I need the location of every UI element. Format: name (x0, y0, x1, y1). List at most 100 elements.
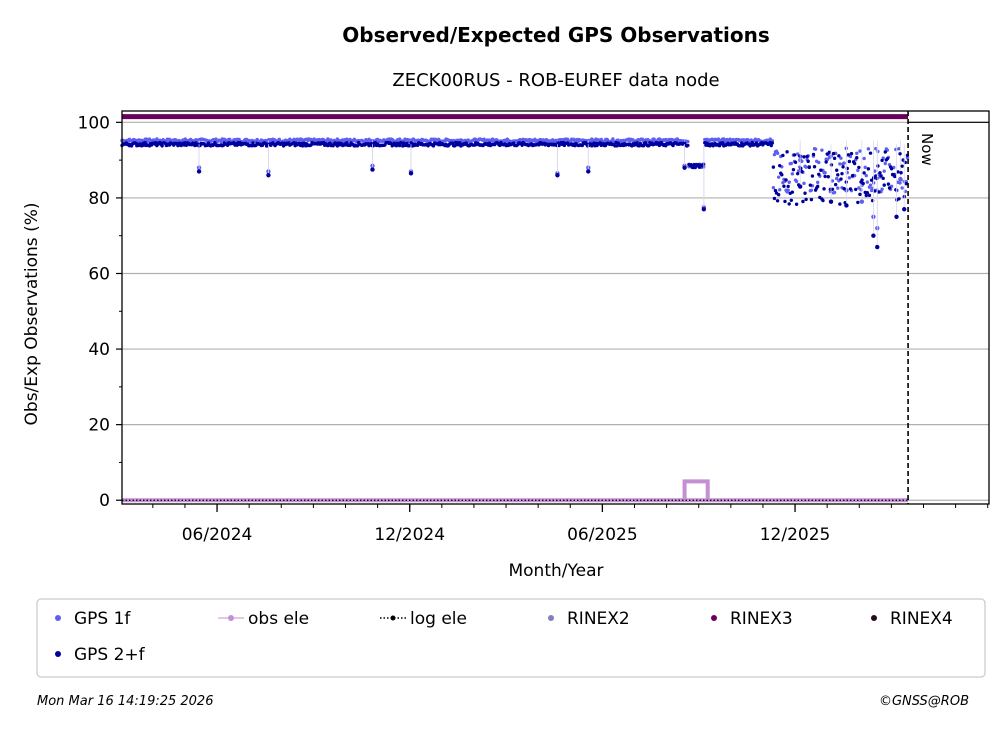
series-gps-2f-point (780, 173, 784, 177)
y-axis: 0 20 40 60 80 100 (78, 113, 122, 511)
series-gps-2f-point (805, 154, 809, 159)
series-gps-2f-point (852, 161, 857, 166)
series-gps-1f-point (787, 180, 791, 184)
series-gps-2f-point (861, 181, 865, 186)
series-gps-1f-point (900, 186, 904, 190)
y-tick-label: 40 (88, 340, 110, 360)
legend-marker (228, 615, 234, 621)
series-gps-2f-point (431, 144, 436, 148)
y-tick-label: 20 (88, 416, 110, 436)
series-gps-1f-point (842, 161, 846, 165)
series-gps-2f-point (794, 202, 799, 206)
series-gps-2f-point (877, 190, 881, 194)
x-axis-label: Month/Year (508, 561, 603, 581)
series-gps-1f-point (804, 165, 808, 169)
series-gps-1f-point (797, 169, 801, 173)
series-gps-1f-point (880, 187, 884, 191)
series-gps-2f-point (837, 154, 841, 158)
series-gps-2f-point (879, 174, 883, 178)
series-gps-2f-point (887, 186, 892, 190)
series-gps-1f-point (686, 139, 690, 144)
legend-marker (711, 615, 717, 621)
series-gps-1f-point (786, 188, 790, 192)
series-gps-1f-point (897, 147, 901, 151)
series-gps-2f-point (855, 156, 859, 160)
legend-marker (390, 615, 396, 621)
series-gps-2f-point (829, 163, 834, 167)
series-gps-2f-point (832, 156, 837, 161)
series-gps-2f-point (795, 171, 800, 176)
gridlines (122, 121, 989, 501)
series-gps-1f-point (778, 188, 782, 192)
x-tick-label: 06/2025 (567, 525, 638, 545)
legend-marker (55, 651, 61, 657)
series-gps-2f-point (826, 175, 830, 179)
series-gps-2f-point (904, 181, 909, 186)
series-gps-1f-point (883, 161, 887, 166)
series-gps-2f-point (803, 191, 807, 195)
legend-label: RINEX3 (730, 609, 793, 629)
series-gps-2f-point (886, 182, 891, 186)
series-gps-1f-point (838, 162, 842, 166)
series-gps-2f-point (833, 182, 838, 187)
series-gps-2f-point (782, 184, 786, 188)
series-gps-1f-point (829, 154, 834, 158)
series-gps-2f-point (864, 193, 868, 198)
series-gps-2f-point (874, 174, 878, 178)
legend-box (36, 598, 986, 678)
now-label: Now (918, 133, 936, 166)
footer-copyright: ©GNSS@ROB (878, 694, 969, 709)
series-gps-2f-point (875, 244, 880, 250)
series-gps-2f-point (804, 197, 808, 202)
series-gps-2f-point (791, 167, 796, 172)
series-gps-2f-point (266, 173, 271, 178)
series-gps-1f-point (813, 147, 818, 151)
legend-marker (871, 615, 877, 621)
series-gps-1f-point (839, 156, 843, 160)
series-gps-2f-point (844, 203, 849, 208)
series-gps-2f-point (842, 187, 846, 191)
series-gps-2f-point (865, 190, 870, 195)
series-gps-2f-point (893, 174, 897, 179)
series-gps-1f-point (790, 172, 795, 176)
series-gps-2f-point (858, 192, 862, 197)
series-gps-2f-point (783, 199, 787, 204)
series-gps-2f-point (797, 184, 803, 189)
series-gps-2f-point (784, 178, 788, 182)
series-gps-1f-point (776, 175, 781, 179)
series-gps-2f-point (836, 173, 840, 177)
series-gps-2f-point (693, 165, 697, 170)
y-tick-label: 0 (99, 491, 110, 511)
series-gps-1f-point (836, 186, 840, 190)
series-gps-2f-point (898, 152, 902, 156)
series-gps-2f-point (792, 153, 797, 157)
series-gps-2f-point (807, 165, 811, 170)
footer-timestamp: Mon Mar 16 14:19:25 2026 (37, 694, 214, 709)
series-gps-2f-point (876, 164, 880, 168)
series-gps-2f-point (828, 199, 834, 204)
series-gps-2f-point (856, 200, 860, 205)
series-gps-2f-point (827, 150, 832, 155)
series-gps-2f-point (835, 168, 839, 172)
plot-frame (121, 110, 990, 505)
series-gps-2f-point (771, 165, 776, 169)
series-gps-2f-point (787, 202, 791, 206)
chart-title: Observed/Expected GPS Observations (342, 23, 770, 47)
series-gps-2f-point (875, 176, 879, 181)
legend-label: GPS 1f (74, 609, 131, 629)
series-gps-2f-point (397, 143, 402, 148)
series-gps-1f-point (898, 176, 903, 182)
series-gps-2f-point (701, 207, 707, 212)
series-gps-1f-point (868, 183, 873, 187)
series-gps-2f-point (896, 170, 900, 174)
series-gps-2f-point (862, 171, 866, 175)
series-gps-2f-point (882, 183, 886, 187)
series-gps-2f-point (824, 160, 828, 164)
series-gps-2f-point (839, 177, 843, 181)
series-gps-2f-point (883, 150, 887, 154)
series-gps-2f-point (555, 173, 560, 178)
series-gps-1f-point (789, 161, 794, 166)
series-gps-1f-point (859, 199, 865, 204)
series-gps-1f-point (832, 190, 837, 195)
